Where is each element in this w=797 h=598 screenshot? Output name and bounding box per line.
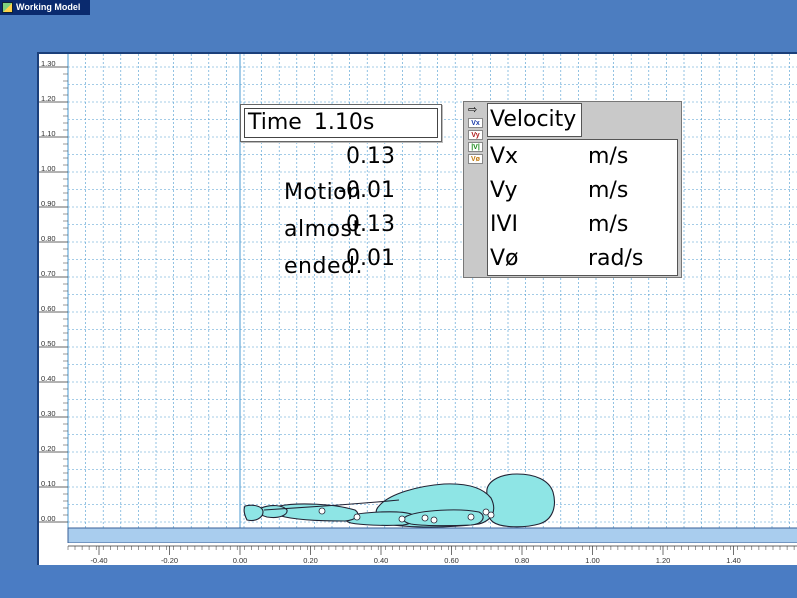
annotation-text[interactable]: Motion almost ended. — [284, 174, 363, 285]
joint-pin — [318, 507, 326, 515]
row-value: 0.13 — [346, 144, 395, 169]
annotation-line: almost — [284, 217, 362, 242]
y-tick-label: 0.20 — [41, 444, 56, 453]
figure-forearm — [402, 509, 484, 527]
joint-pin — [421, 514, 429, 522]
ground-plank[interactable] — [67, 527, 797, 544]
row-value: 0.01 — [346, 246, 395, 271]
y-tick-label: 0.00 — [41, 514, 56, 523]
x-tick-label: -0.20 — [161, 556, 178, 565]
chip-v-magnitude[interactable]: |V| — [468, 142, 483, 152]
y-tick-label: 1.30 — [41, 59, 56, 68]
row-value: -0.01 — [338, 178, 395, 203]
x-tick-label: 0.60 — [444, 556, 459, 565]
figure-foot — [243, 504, 264, 522]
app-icon — [2, 2, 13, 13]
annotation-line: Motion — [284, 180, 362, 205]
joint-pin — [353, 513, 361, 521]
time-label: Time — [248, 110, 302, 135]
y-tick-label: 0.80 — [41, 234, 56, 243]
figure-back-line — [263, 499, 400, 511]
y-tick-label: 0.70 — [41, 269, 56, 278]
app-title: Working Model — [16, 2, 81, 12]
row-unit: m/s — [588, 144, 629, 169]
ragdoll-figure[interactable] — [243, 473, 556, 528]
x-ruler-bg — [39, 543, 797, 565]
x-tick-label: 0.80 — [515, 556, 530, 565]
y-tick-label: 0.40 — [41, 374, 56, 383]
app-title-bar[interactable]: Working Model — [0, 0, 90, 15]
row-unit: m/s — [588, 212, 629, 237]
joint-pin — [467, 513, 475, 521]
bottom-panel — [0, 570, 797, 598]
y-tick-label: 1.00 — [41, 164, 56, 173]
figure-head — [486, 473, 556, 528]
row-value: 0.13 — [346, 212, 395, 237]
y-tick-label: 0.10 — [41, 479, 56, 488]
x-axis-ruler: -0.40 -0.20 0.00 0.20 0.40 0.60 0.80 1.00 1.20 1.… — [39, 543, 797, 565]
joint-pin — [398, 515, 406, 523]
joint-pin — [482, 508, 490, 516]
row-label: Vx — [490, 144, 519, 169]
row-label: IVI — [490, 212, 519, 237]
x-tick-label: 0.40 — [374, 556, 389, 565]
y-tick-label: 0.50 — [41, 339, 56, 348]
chip-vy[interactable]: Vy — [468, 130, 483, 140]
chip-v-angular[interactable]: Vø — [468, 154, 483, 164]
x-tick-label: 0.20 — [303, 556, 318, 565]
x-tick-label: 0.00 — [233, 556, 248, 565]
chip-vx[interactable]: Vx — [468, 118, 483, 128]
row-unit: m/s — [588, 178, 629, 203]
velocity-meter-title: Velocity — [487, 103, 582, 137]
time-value: 1.10s — [313, 110, 375, 135]
row-label: Vø — [490, 246, 519, 271]
y-tick-label: 0.60 — [41, 304, 56, 313]
row-unit: rad/s — [588, 246, 644, 271]
y-tick-label: 0.90 — [41, 199, 56, 208]
simulation-canvas: 1.30 1.20 1.10 1.00 0.90 0.80 0.70 0.60 0.50 0.40… — [39, 54, 797, 544]
joint-pin — [487, 511, 495, 519]
figure-joints — [318, 507, 495, 524]
y-tick-label: 1.10 — [41, 129, 56, 138]
y-tick-label: 1.20 — [41, 94, 56, 103]
meter-arrow-icon[interactable]: ⇨ — [468, 103, 478, 116]
annotation-line: ended. — [284, 254, 363, 279]
y-tick-label: 0.30 — [41, 409, 56, 418]
joint-pin — [430, 516, 438, 524]
x-tick-label: 1.00 — [585, 556, 600, 565]
velocity-meter[interactable]: ⇨ Vx Vy |V| Vø Velocity Vx 0.13 m/s Vy -… — [338, 101, 682, 278]
time-display[interactable]: Time 1.10s — [240, 104, 442, 142]
x-tick-label: 1.20 — [656, 556, 671, 565]
velocity-meter-readout: Vx 0.13 m/s Vy -0.01 m/s IVI 0.13 m/s Vø… — [338, 139, 678, 276]
x-tick-label: 1.40 — [726, 556, 741, 565]
row-label: Vy — [490, 178, 518, 203]
x-tick-label: -0.40 — [90, 556, 107, 565]
